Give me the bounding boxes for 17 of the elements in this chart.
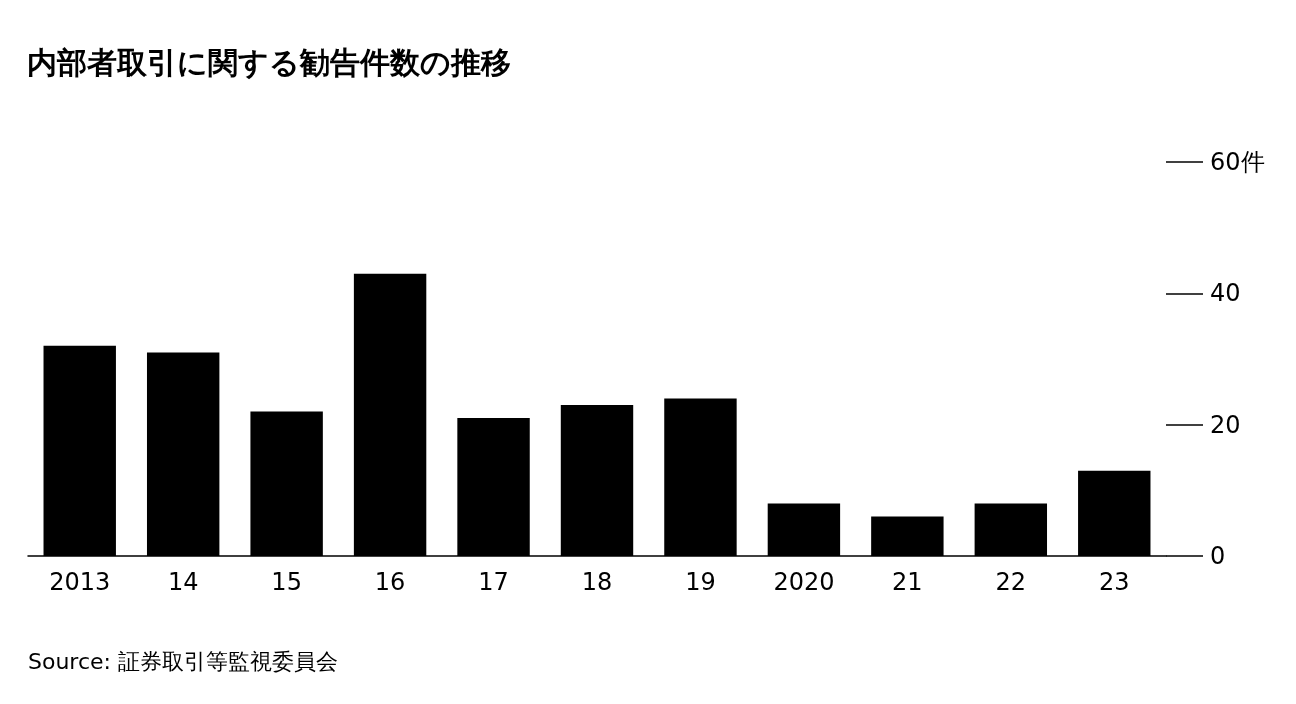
- source-note: Source: 証券取引等監視委員会: [28, 648, 338, 674]
- x-tick-label: 22: [995, 568, 1027, 596]
- x-tick-label: 16: [374, 568, 406, 596]
- x-tick-label: 17: [478, 568, 509, 596]
- y-tick-label: 60件: [1210, 148, 1265, 176]
- y-tick-label: 20: [1210, 410, 1241, 439]
- x-tick-label: 2020: [773, 568, 835, 596]
- chart-title: 内部者取引に関する勧告件数の推移: [27, 44, 511, 80]
- y-tick-label: 0: [1210, 542, 1226, 570]
- x-tick-label: 14: [167, 568, 199, 596]
- y-tick-label: 40: [1210, 279, 1241, 308]
- x-tick-label: 19: [685, 568, 716, 596]
- x-tick-label: 23: [1099, 568, 1130, 596]
- x-tick-label: 18: [581, 568, 613, 596]
- x-tick-label: 2013: [49, 568, 111, 596]
- x-tick-label: 15: [271, 568, 302, 596]
- x-tick-label: 21: [892, 568, 923, 596]
